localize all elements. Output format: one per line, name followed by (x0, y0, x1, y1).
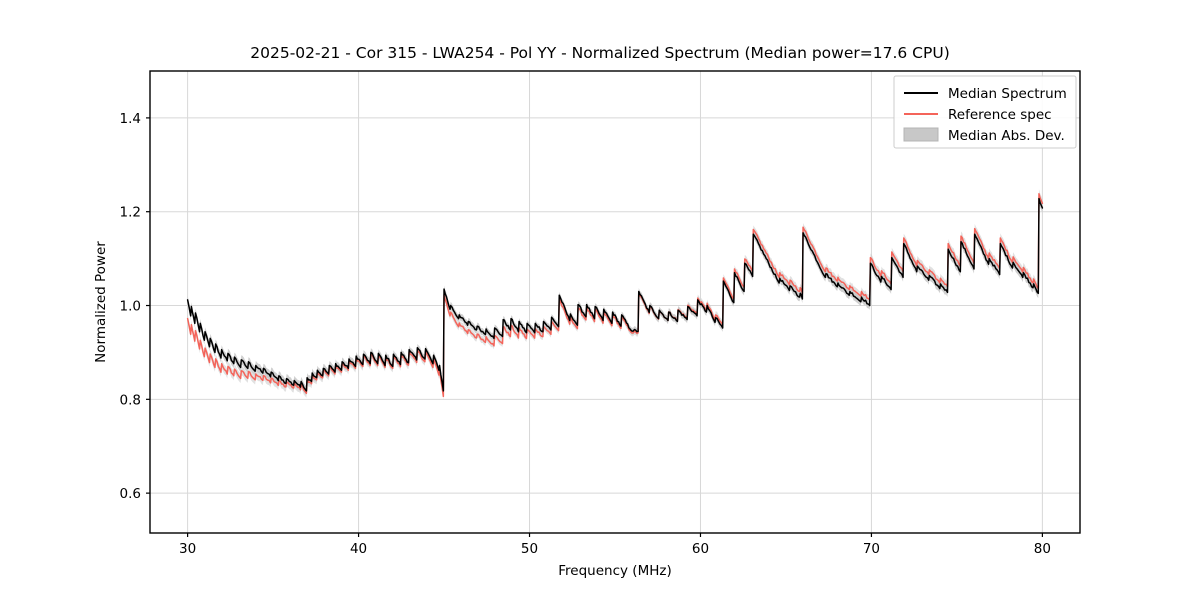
x-tick-label: 60 (692, 541, 709, 557)
chart-title: 2025-02-21 - Cor 315 - LWA254 - Pol YY -… (250, 44, 950, 62)
data-band-median-abs-dev (187, 189, 1043, 401)
y-tick-label: 0.6 (120, 486, 141, 502)
x-tick-label: 70 (863, 541, 880, 557)
y-tick-label: 1.2 (120, 205, 141, 221)
x-tick-label: 40 (350, 541, 367, 557)
x-tick-label: 50 (521, 541, 538, 557)
x-axis-ticks: 30 40 50 60 70 80 (179, 533, 1051, 557)
x-tick-label: 80 (1034, 541, 1051, 557)
data-line-reference-spec (186, 193, 1044, 398)
y-axis-ticks: 0.6 0.8 1.0 1.2 1.4 (120, 111, 150, 502)
legend-box: Median Spectrum Reference spec Median Abs.… (893, 75, 1077, 149)
y-tick-label: 1.0 (120, 299, 141, 315)
x-tick-label: 30 (179, 541, 196, 557)
data-line-median-spectrum (186, 197, 1044, 392)
legend-label: Median Abs. Dev. (948, 128, 1065, 144)
y-tick-label: 1.4 (120, 111, 141, 127)
legend-label: Reference spec (948, 107, 1052, 123)
plot-frame (149, 70, 1081, 534)
legend-label: Median Spectrum (948, 86, 1067, 102)
y-tick-label: 0.8 (120, 392, 141, 408)
